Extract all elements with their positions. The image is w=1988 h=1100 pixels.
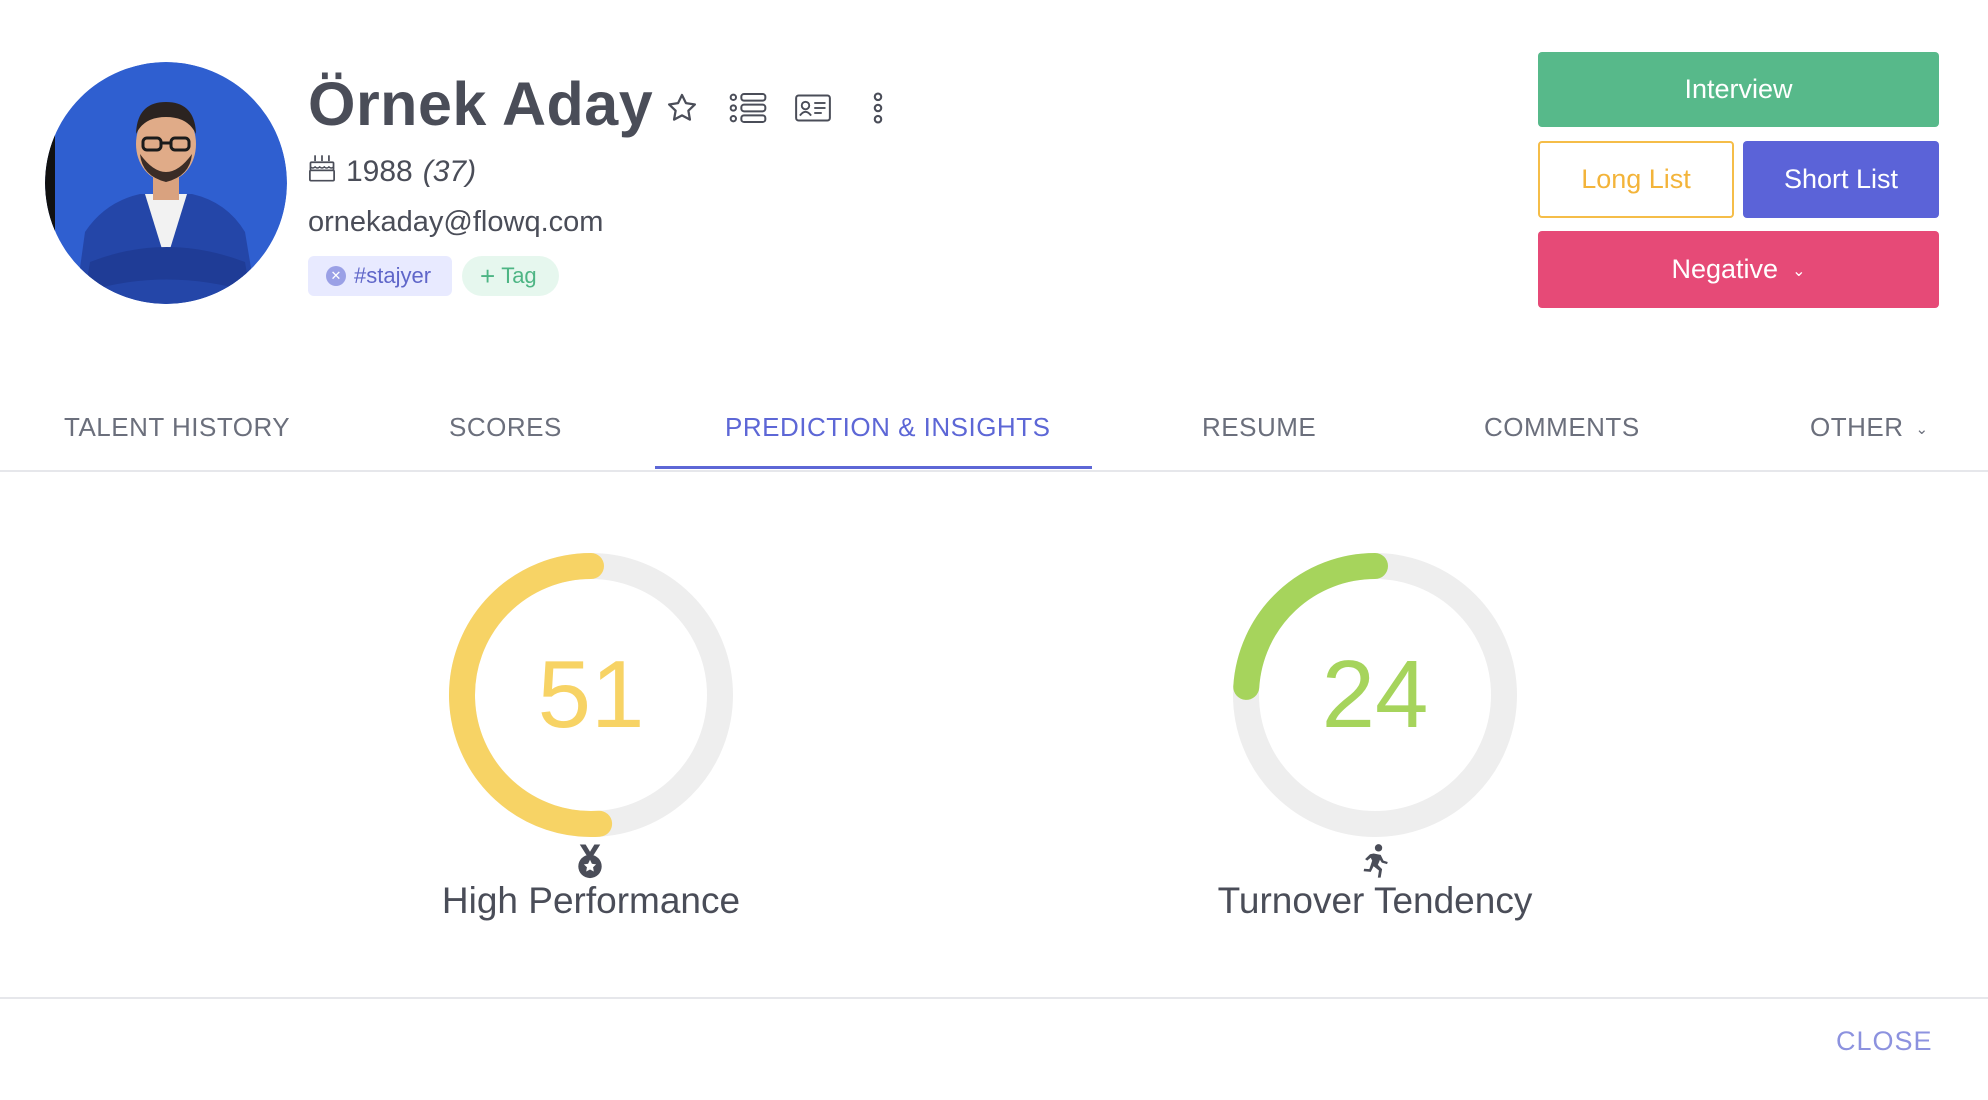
star-icon[interactable] <box>662 88 702 128</box>
long-list-button[interactable]: Long List <box>1538 141 1734 218</box>
high-performance-gauge <box>449 553 733 837</box>
turnover-tendency-gauge <box>1233 553 1517 837</box>
plus-icon: + <box>480 261 496 291</box>
tab-scores[interactable]: SCORES <box>449 412 562 442</box>
id-card-icon[interactable] <box>793 88 833 128</box>
turnover-tendency-label: Turnover Tendency <box>1217 880 1533 921</box>
tab-bar: TALENT HISTORY SCORES PREDICTION & INSIG… <box>0 400 1988 472</box>
high-performance-score: 51 <box>537 641 645 748</box>
tab-prediction-insights[interactable]: PREDICTION & INSIGHTS <box>725 412 1051 442</box>
tab-comments[interactable]: COMMENTS <box>1484 412 1640 442</box>
short-list-button[interactable]: Short List <box>1743 141 1939 218</box>
candidate-age: (37) <box>422 155 477 188</box>
remove-tag-icon[interactable]: ✕ <box>326 266 346 286</box>
birth-year: 1988 <box>346 155 413 188</box>
candidate-avatar <box>45 62 287 304</box>
add-tag-button[interactable]: + Tag <box>462 256 559 296</box>
tab-talent-history[interactable]: TALENT HISTORY <box>64 412 291 442</box>
negative-button[interactable]: Negative ⌄ <box>1538 231 1939 308</box>
turnover-tendency-score: 24 <box>1321 641 1429 748</box>
running-person-icon <box>1355 842 1395 882</box>
interview-button[interactable]: Interview <box>1538 52 1939 127</box>
footer-divider <box>0 997 1988 999</box>
candidate-email[interactable]: ornekaday@flowq.com <box>308 206 604 238</box>
tag-chip: ✕ #stajyer <box>308 256 452 296</box>
birth-info: 1988 (37) <box>308 153 476 191</box>
birthday-cake-icon <box>308 153 336 191</box>
medal-icon <box>570 842 610 882</box>
chevron-down-icon: ⌄ <box>1915 421 1929 439</box>
add-tag-label: Tag <box>501 263 537 288</box>
close-button[interactable]: CLOSE <box>1836 1026 1933 1056</box>
turnover-tendency-gauge-arc <box>1233 553 1388 700</box>
list-view-icon[interactable] <box>728 88 768 128</box>
high-performance-gauge-arc <box>449 553 613 837</box>
tag-label: #stajyer <box>354 263 432 288</box>
tab-other-label: OTHER <box>1810 412 1904 442</box>
chevron-down-icon: ⌄ <box>1792 262 1806 280</box>
negative-button-label: Negative <box>1671 254 1779 284</box>
active-tab-indicator <box>655 466 1092 469</box>
candidate-name: Örnek Aday <box>308 70 654 138</box>
high-performance-label: High Performance <box>441 880 741 921</box>
more-vertical-icon[interactable] <box>858 88 898 128</box>
tab-other[interactable]: OTHER ⌄ <box>1810 412 1929 443</box>
tab-resume[interactable]: RESUME <box>1202 412 1317 442</box>
